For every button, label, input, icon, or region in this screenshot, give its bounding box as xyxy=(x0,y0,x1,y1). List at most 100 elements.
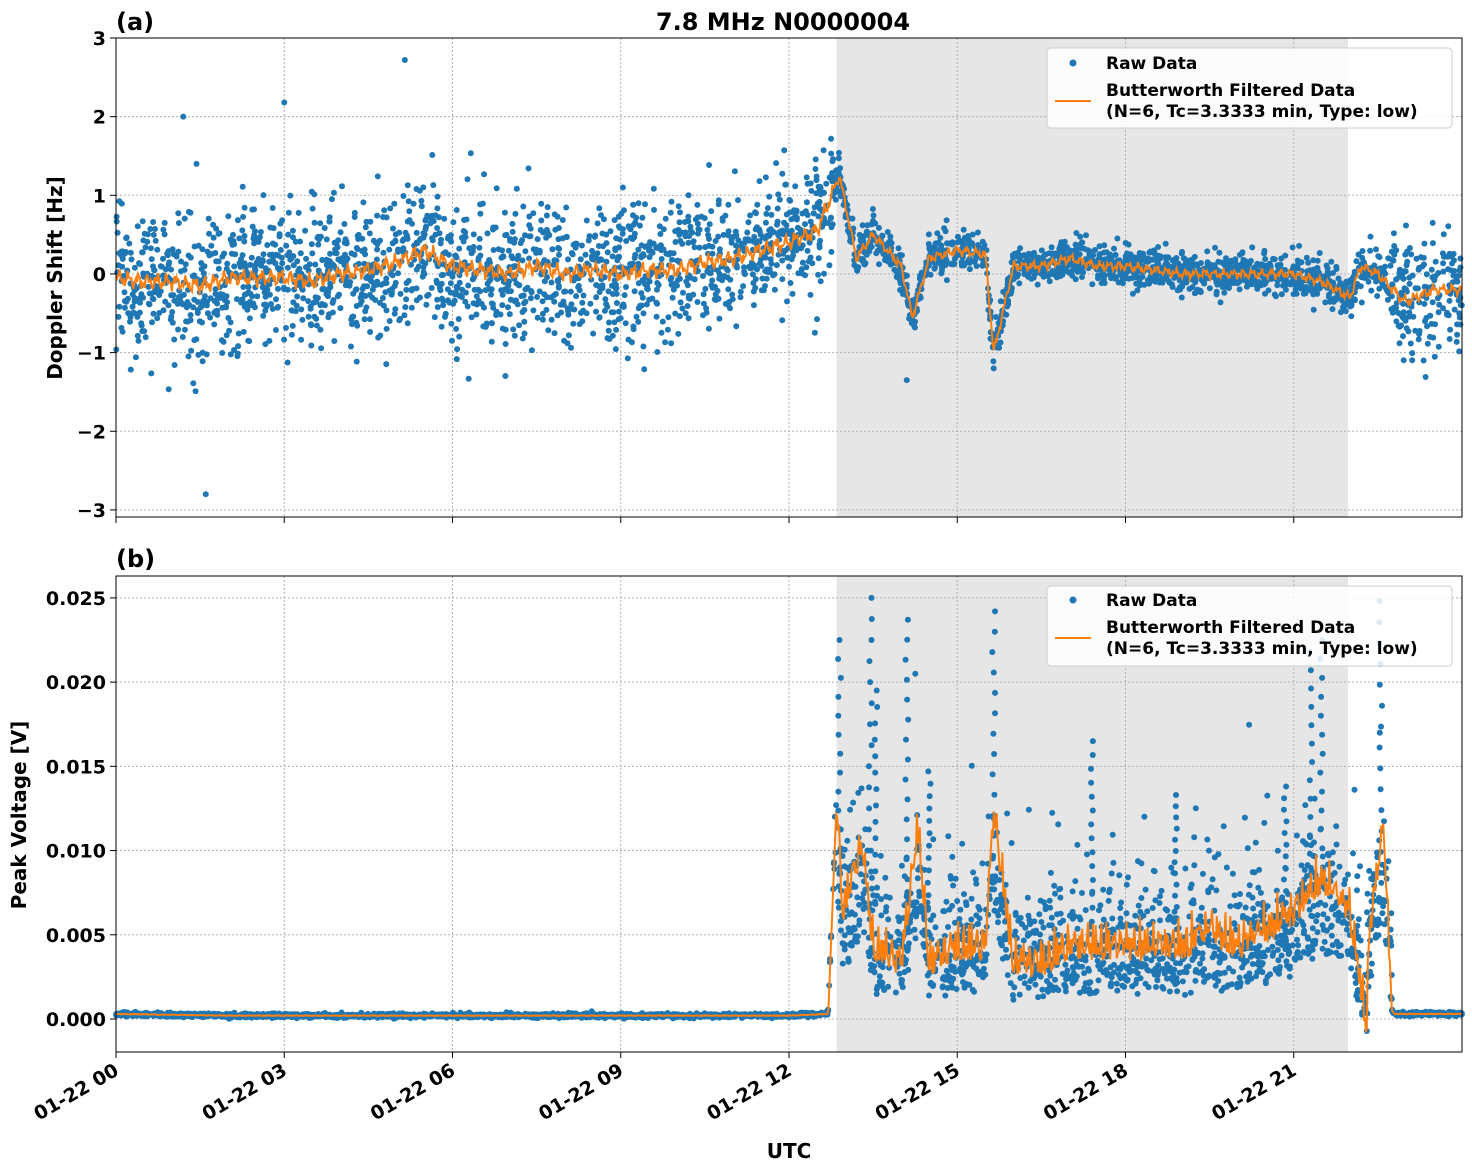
raw-data-point xyxy=(1262,256,1269,262)
raw-data-point xyxy=(1429,240,1436,247)
raw-data-point xyxy=(160,226,167,233)
raw-data-point xyxy=(1147,248,1154,255)
raw-data-point xyxy=(525,165,532,172)
raw-data-point xyxy=(279,217,286,224)
raw-data-point xyxy=(561,288,568,295)
raw-data-point xyxy=(116,303,123,310)
raw-data-point xyxy=(630,201,637,208)
raw-data-point xyxy=(337,305,344,312)
raw-data-point xyxy=(773,262,780,269)
raw-data-point xyxy=(323,262,330,269)
raw-data-point xyxy=(1136,253,1143,260)
raw-data-point xyxy=(596,289,603,295)
raw-data-point xyxy=(367,316,373,323)
raw-data-point xyxy=(134,223,141,230)
raw-data-point xyxy=(480,323,487,330)
raw-data-point xyxy=(161,231,168,238)
raw-data-point xyxy=(548,316,555,323)
raw-data-point xyxy=(725,228,732,235)
raw-data-point xyxy=(885,258,892,265)
raw-data-point xyxy=(1428,320,1435,327)
raw-data-point xyxy=(534,294,541,300)
raw-data-point xyxy=(144,238,151,245)
raw-data-point xyxy=(627,261,634,268)
raw-data-point xyxy=(191,296,198,303)
raw-data-point xyxy=(1069,272,1076,279)
raw-data-point xyxy=(434,225,441,231)
raw-data-point xyxy=(1423,314,1430,321)
raw-data-point xyxy=(312,294,319,301)
raw-data-point xyxy=(1261,819,1268,826)
raw-data-point xyxy=(1450,272,1457,279)
raw-data-point xyxy=(612,245,619,252)
raw-data-point xyxy=(139,249,146,256)
raw-data-point xyxy=(1131,254,1138,261)
raw-data-point xyxy=(354,322,361,329)
raw-data-point xyxy=(639,214,646,221)
raw-data-point xyxy=(511,332,518,339)
raw-data-point xyxy=(331,338,338,344)
raw-data-point xyxy=(507,296,514,303)
raw-data-point xyxy=(168,292,175,299)
raw-data-point xyxy=(576,321,583,328)
raw-data-point xyxy=(612,346,619,353)
raw-data-point xyxy=(716,315,723,322)
raw-data-point xyxy=(668,198,675,205)
raw-data-point xyxy=(1155,252,1162,259)
raw-data-point xyxy=(884,229,891,235)
raw-data-point xyxy=(195,351,202,358)
raw-data-point xyxy=(1353,258,1360,265)
raw-data-point xyxy=(351,251,358,258)
raw-data-point xyxy=(311,313,318,320)
raw-data-point xyxy=(1047,869,1054,876)
raw-data-point xyxy=(1398,289,1405,296)
raw-data-point xyxy=(559,235,566,242)
raw-data-point xyxy=(168,313,175,320)
raw-data-point xyxy=(1024,256,1031,263)
raw-data-point xyxy=(741,240,748,246)
panel-a-y-axis-label: Doppler Shift [Hz] xyxy=(43,176,67,380)
raw-data-point xyxy=(1454,331,1461,338)
raw-data-point xyxy=(766,193,773,200)
raw-data-point xyxy=(1178,294,1185,301)
raw-data-point xyxy=(684,303,691,309)
raw-data-point xyxy=(1309,955,1316,962)
raw-data-point xyxy=(1365,278,1372,285)
raw-data-point xyxy=(1400,300,1407,307)
raw-data-point xyxy=(633,313,640,320)
raw-data-point xyxy=(630,212,636,219)
raw-data-point xyxy=(899,291,906,297)
raw-data-point xyxy=(700,312,706,319)
raw-data-point xyxy=(1092,247,1098,253)
raw-data-point xyxy=(1342,308,1349,315)
raw-data-point xyxy=(942,228,949,235)
raw-data-point xyxy=(685,239,692,246)
raw-data-point xyxy=(667,209,674,216)
raw-data-point xyxy=(979,238,986,245)
raw-data-point xyxy=(577,256,584,263)
raw-data-point xyxy=(638,252,645,259)
raw-data-point xyxy=(128,256,135,263)
raw-data-point xyxy=(245,337,252,344)
raw-data-point xyxy=(1112,251,1119,258)
raw-data-point xyxy=(234,350,241,357)
raw-data-point xyxy=(150,310,157,317)
raw-data-point xyxy=(1215,258,1222,265)
raw-data-point xyxy=(484,230,491,237)
raw-data-point xyxy=(751,233,758,240)
raw-data-point xyxy=(585,237,592,244)
raw-data-point xyxy=(406,208,413,215)
raw-data-point xyxy=(473,311,480,318)
raw-data-point xyxy=(1332,911,1339,918)
raw-data-point xyxy=(1008,840,1015,846)
raw-data-point xyxy=(551,211,558,218)
raw-data-point xyxy=(227,351,234,358)
raw-data-point xyxy=(434,193,441,200)
raw-data-point xyxy=(337,229,344,236)
raw-data-point xyxy=(203,351,210,358)
raw-data-point xyxy=(370,237,377,244)
raw-data-point xyxy=(811,204,818,211)
raw-data-point xyxy=(132,354,139,361)
raw-data-point xyxy=(654,349,661,355)
raw-data-point xyxy=(1409,357,1416,364)
